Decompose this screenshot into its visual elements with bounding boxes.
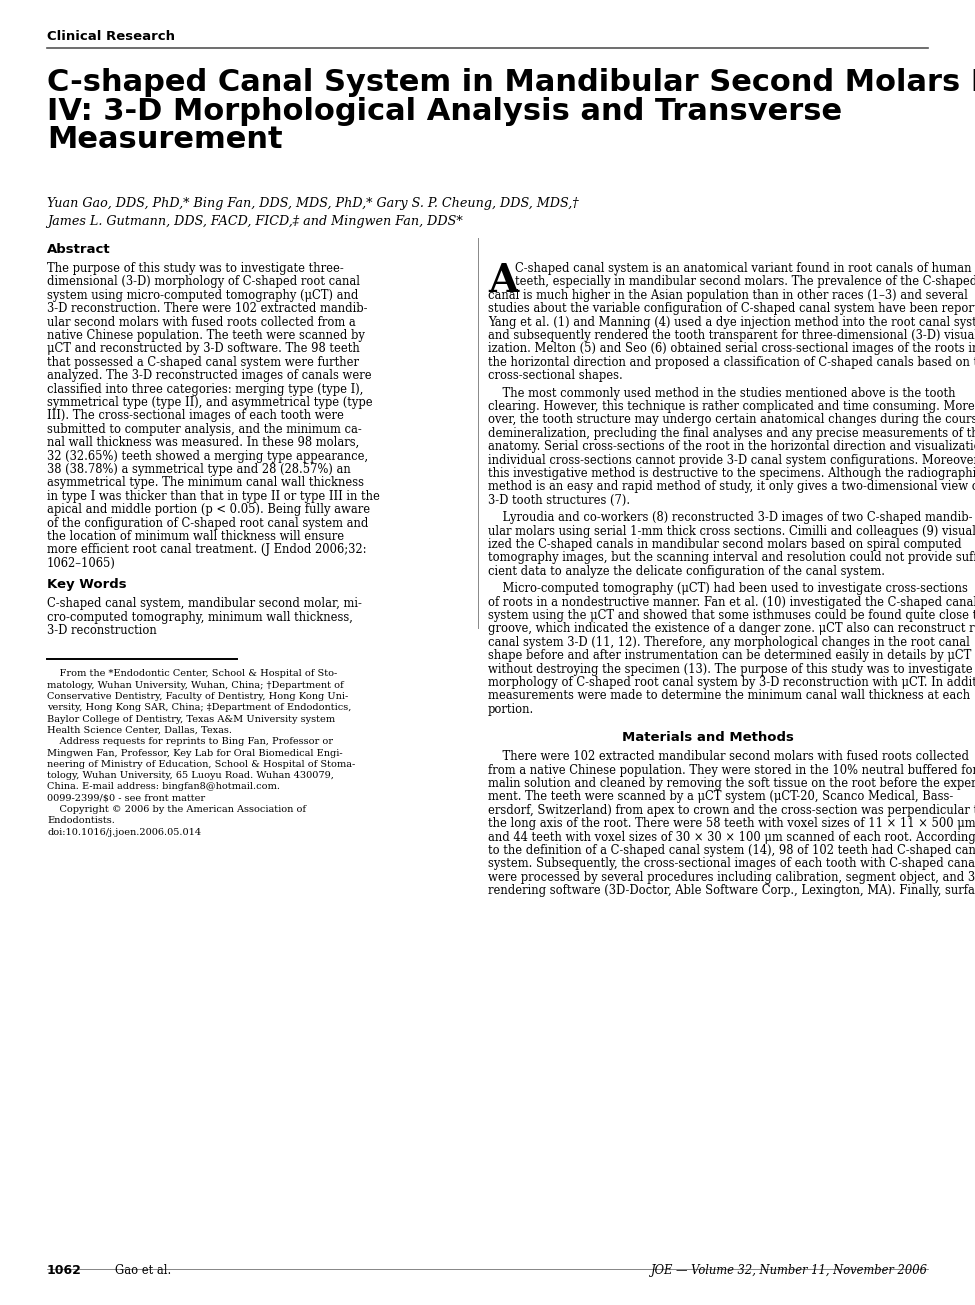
Text: individual cross-sections cannot provide 3-D canal system configurations. Moreov: individual cross-sections cannot provide…: [488, 454, 975, 467]
Text: studies about the variable configuration of C-shaped canal system have been repo: studies about the variable configuration…: [488, 303, 975, 316]
Text: C-shaped Canal System in Mandibular Second Molars Part: C-shaped Canal System in Mandibular Seco…: [47, 68, 975, 97]
Text: Gao et al.: Gao et al.: [115, 1265, 172, 1278]
Text: Copyright © 2006 by the American Association of: Copyright © 2006 by the American Associa…: [47, 805, 306, 814]
Text: James L. Gutmann, DDS, FACD, FICD,‡ and Mingwen Fan, DDS*: James L. Gutmann, DDS, FACD, FICD,‡ and …: [47, 214, 463, 227]
Text: morphology of C-shaped root canal system by 3-D reconstruction with μCT. In addi: morphology of C-shaped root canal system…: [488, 676, 975, 689]
Text: 38 (38.78%) a symmetrical type and 28 (28.57%) an: 38 (38.78%) a symmetrical type and 28 (2…: [47, 463, 351, 476]
Text: apical and middle portion (p < 0.05). Being fully aware: apical and middle portion (p < 0.05). Be…: [47, 504, 370, 517]
Text: canal is much higher in the Asian population than in other races (1–3) and sever: canal is much higher in the Asian popula…: [488, 288, 968, 301]
Text: Address requests for reprints to Bing Fan, Professor or: Address requests for reprints to Bing Fa…: [47, 737, 333, 746]
Text: Mingwen Fan, Professor, Key Lab for Oral Biomedical Engi-: Mingwen Fan, Professor, Key Lab for Oral…: [47, 749, 342, 757]
Text: nal wall thickness was measured. In these 98 molars,: nal wall thickness was measured. In thes…: [47, 436, 359, 449]
Text: and 44 teeth with voxel sizes of 30 × 30 × 100 μm scanned of each root. Accordin: and 44 teeth with voxel sizes of 30 × 30…: [488, 830, 975, 843]
Text: ment. The teeth were scanned by a μCT system (μCT-20, Scanco Medical, Bass-: ment. The teeth were scanned by a μCT sy…: [488, 791, 954, 804]
Text: China. E-mail address: bingfan8@hotmail.com.: China. E-mail address: bingfan8@hotmail.…: [47, 783, 280, 791]
Text: groove, which indicated the existence of a danger zone. μCT also can reconstruct: groove, which indicated the existence of…: [488, 622, 975, 636]
Text: in type I was thicker than that in type II or type III in the: in type I was thicker than that in type …: [47, 489, 380, 502]
Text: more efficient root canal treatment. (J Endod 2006;32:: more efficient root canal treatment. (J …: [47, 543, 367, 556]
Text: Endodontists.: Endodontists.: [47, 817, 115, 825]
Text: 1062–1065): 1062–1065): [47, 557, 116, 570]
Text: classified into three categories: merging type (type I),: classified into three categories: mergin…: [47, 382, 364, 395]
Text: 1062: 1062: [47, 1265, 82, 1278]
Text: the horizontal direction and proposed a classification of C-shaped canals based : the horizontal direction and proposed a …: [488, 356, 975, 369]
Text: were processed by several procedures including calibration, segment object, and : were processed by several procedures inc…: [488, 870, 975, 883]
Text: JOE — Volume 32, Number 11, November 2006: JOE — Volume 32, Number 11, November 200…: [651, 1265, 928, 1278]
Text: 0099-2399/$0 - see front matter: 0099-2399/$0 - see front matter: [47, 793, 205, 803]
Text: native Chinese population. The teeth were scanned by: native Chinese population. The teeth wer…: [47, 329, 365, 342]
Text: There were 102 extracted mandibular second molars with fused roots collected: There were 102 extracted mandibular seco…: [488, 750, 969, 763]
Text: of the configuration of C-shaped root canal system and: of the configuration of C-shaped root ca…: [47, 517, 369, 530]
Text: shape before and after instrumentation can be determined easily in details by μC: shape before and after instrumentation c…: [488, 649, 971, 662]
Text: Baylor College of Dentistry, Texas A&M University system: Baylor College of Dentistry, Texas A&M U…: [47, 715, 335, 723]
Text: Abstract: Abstract: [47, 243, 110, 256]
Text: 3-D reconstruction. There were 102 extracted mandib-: 3-D reconstruction. There were 102 extra…: [47, 303, 368, 316]
Text: Clinical Research: Clinical Research: [47, 30, 175, 43]
Text: over, the tooth structure may undergo certain anatomical changes during the cour: over, the tooth structure may undergo ce…: [488, 414, 975, 427]
Text: 3-D tooth structures (7).: 3-D tooth structures (7).: [488, 493, 630, 506]
Text: The purpose of this study was to investigate three-: The purpose of this study was to investi…: [47, 262, 344, 275]
Text: Key Words: Key Words: [47, 578, 127, 591]
Text: submitted to computer analysis, and the minimum ca-: submitted to computer analysis, and the …: [47, 423, 362, 436]
Text: III). The cross-sectional images of each tooth were: III). The cross-sectional images of each…: [47, 410, 344, 423]
Text: cro-computed tomography, minimum wall thickness,: cro-computed tomography, minimum wall th…: [47, 611, 353, 624]
Text: μCT and reconstructed by 3-D software. The 98 teeth: μCT and reconstructed by 3-D software. T…: [47, 342, 360, 355]
Text: C-shaped canal system is an anatomical variant found in root canals of human: C-shaped canal system is an anatomical v…: [515, 262, 971, 275]
Text: that possessed a C-shaped canal system were further: that possessed a C-shaped canal system w…: [47, 356, 359, 369]
Text: dimensional (3-D) morphology of C-shaped root canal: dimensional (3-D) morphology of C-shaped…: [47, 275, 360, 288]
Text: and subsequently rendered the tooth transparent for three-dimensional (3-D) visu: and subsequently rendered the tooth tran…: [488, 329, 975, 342]
Text: A: A: [488, 262, 519, 300]
Text: cross-sectional shapes.: cross-sectional shapes.: [488, 369, 623, 382]
Text: symmetrical type (type II), and asymmetrical type (type: symmetrical type (type II), and asymmetr…: [47, 395, 372, 408]
Text: Lyroudia and co-workers (8) reconstructed 3-D images of two C-shaped mandib-: Lyroudia and co-workers (8) reconstructe…: [488, 512, 972, 525]
Text: Materials and Methods: Materials and Methods: [622, 731, 794, 744]
Text: this investigative method is destructive to the specimens. Although the radiogra: this investigative method is destructive…: [488, 467, 975, 480]
Text: tology, Wuhan University, 65 Luoyu Road. Wuhan 430079,: tology, Wuhan University, 65 Luoyu Road.…: [47, 771, 333, 780]
Text: doi:10.1016/j.joen.2006.05.014: doi:10.1016/j.joen.2006.05.014: [47, 827, 201, 837]
Text: The most commonly used method in the studies mentioned above is the tooth: The most commonly used method in the stu…: [488, 386, 956, 399]
Text: ular molars using serial 1-mm thick cross sections. Cimilli and colleagues (9) v: ular molars using serial 1-mm thick cros…: [488, 525, 975, 538]
Text: ization. Melton (5) and Seo (6) obtained serial cross-sectional images of the ro: ization. Melton (5) and Seo (6) obtained…: [488, 342, 975, 355]
Text: Yang et al. (1) and Manning (4) used a dye injection method into the root canal : Yang et al. (1) and Manning (4) used a d…: [488, 316, 975, 329]
Text: system using micro-computed tomography (μCT) and: system using micro-computed tomography (…: [47, 288, 359, 301]
Text: C-shaped canal system, mandibular second molar, mi-: C-shaped canal system, mandibular second…: [47, 598, 362, 611]
Text: asymmetrical type. The minimum canal wall thickness: asymmetrical type. The minimum canal wal…: [47, 476, 364, 489]
Text: IV: 3-D Morphological Analysis and Transverse: IV: 3-D Morphological Analysis and Trans…: [47, 97, 842, 125]
Text: rendering software (3D-Doctor, Able Software Corp., Lexington, MA). Finally, sur: rendering software (3D-Doctor, Able Soft…: [488, 885, 975, 898]
Text: method is an easy and rapid method of study, it only gives a two-dimensional vie: method is an easy and rapid method of st…: [488, 480, 975, 493]
Text: system using the μCT and showed that some isthmuses could be found quite close t: system using the μCT and showed that som…: [488, 609, 975, 622]
Text: from a native Chinese population. They were stored in the 10% neutral buffered f: from a native Chinese population. They w…: [488, 763, 975, 776]
Text: Micro-computed tomography (μCT) had been used to investigate cross-sections: Micro-computed tomography (μCT) had been…: [488, 582, 968, 595]
Text: measurements were made to determine the minimum canal wall thickness at each: measurements were made to determine the …: [488, 689, 970, 702]
Text: tomography images, but the scanning interval and resolution could not provide su: tomography images, but the scanning inte…: [488, 552, 975, 564]
Text: neering of Ministry of Education, School & Hospital of Stoma-: neering of Ministry of Education, School…: [47, 760, 355, 769]
Text: Measurement: Measurement: [47, 125, 283, 154]
Text: the long axis of the root. There were 58 teeth with voxel sizes of 11 × 11 × 500: the long axis of the root. There were 58…: [488, 817, 975, 830]
Text: 32 (32.65%) teeth showed a merging type appearance,: 32 (32.65%) teeth showed a merging type …: [47, 450, 369, 462]
Text: to the definition of a C-shaped canal system (14), 98 of 102 teeth had C-shaped : to the definition of a C-shaped canal sy…: [488, 844, 975, 857]
Text: teeth, especially in mandibular second molars. The prevalence of the C-shaped: teeth, especially in mandibular second m…: [515, 275, 975, 288]
Text: ular second molars with fused roots collected from a: ular second molars with fused roots coll…: [47, 316, 356, 329]
Text: the location of minimum wall thickness will ensure: the location of minimum wall thickness w…: [47, 530, 344, 543]
Text: cient data to analyze the delicate configuration of the canal system.: cient data to analyze the delicate confi…: [488, 565, 885, 578]
Text: ized the C-shaped canals in mandibular second molars based on spiral computed: ized the C-shaped canals in mandibular s…: [488, 538, 961, 551]
Text: system. Subsequently, the cross-sectional images of each tooth with C-shaped can: system. Subsequently, the cross-sectiona…: [488, 857, 975, 870]
Text: demineralization, precluding the final analyses and any precise measurements of : demineralization, precluding the final a…: [488, 427, 975, 440]
Text: analyzed. The 3-D reconstructed images of canals were: analyzed. The 3-D reconstructed images o…: [47, 369, 371, 382]
Text: versity, Hong Kong SAR, China; ‡Department of Endodontics,: versity, Hong Kong SAR, China; ‡Departme…: [47, 703, 351, 713]
Text: malin solution and cleaned by removing the soft tissue on the root before the ex: malin solution and cleaned by removing t…: [488, 776, 975, 790]
Text: From the *Endodontic Center, School & Hospital of Sto-: From the *Endodontic Center, School & Ho…: [47, 669, 337, 679]
Text: 3-D reconstruction: 3-D reconstruction: [47, 624, 157, 637]
Text: Health Science Center, Dallas, Texas.: Health Science Center, Dallas, Texas.: [47, 726, 232, 735]
Text: canal system 3-D (11, 12). Therefore, any morphological changes in the root cana: canal system 3-D (11, 12). Therefore, an…: [488, 636, 970, 649]
Text: portion.: portion.: [488, 703, 534, 716]
Text: clearing. However, this technique is rather complicated and time consuming. More: clearing. However, this technique is rat…: [488, 401, 975, 412]
Text: ersdorf, Switzerland) from apex to crown and the cross-section was perpendicular: ersdorf, Switzerland) from apex to crown…: [488, 804, 975, 817]
Text: matology, Wuhan University, Wuhan, China; †Department of: matology, Wuhan University, Wuhan, China…: [47, 681, 343, 690]
Text: Yuan Gao, DDS, PhD,* Bing Fan, DDS, MDS, PhD,* Gary S. P. Cheung, DDS, MDS,†: Yuan Gao, DDS, PhD,* Bing Fan, DDS, MDS,…: [47, 197, 578, 210]
Text: of roots in a nondestructive manner. Fan et al. (10) investigated the C-shaped c: of roots in a nondestructive manner. Fan…: [488, 595, 975, 608]
Text: without destroying the specimen (13). The purpose of this study was to investiga: without destroying the specimen (13). Th…: [488, 663, 975, 676]
Text: Conservative Dentistry, Faculty of Dentistry, Hong Kong Uni-: Conservative Dentistry, Faculty of Denti…: [47, 692, 348, 701]
Text: anatomy. Serial cross-sections of the root in the horizontal direction and visua: anatomy. Serial cross-sections of the ro…: [488, 440, 975, 453]
